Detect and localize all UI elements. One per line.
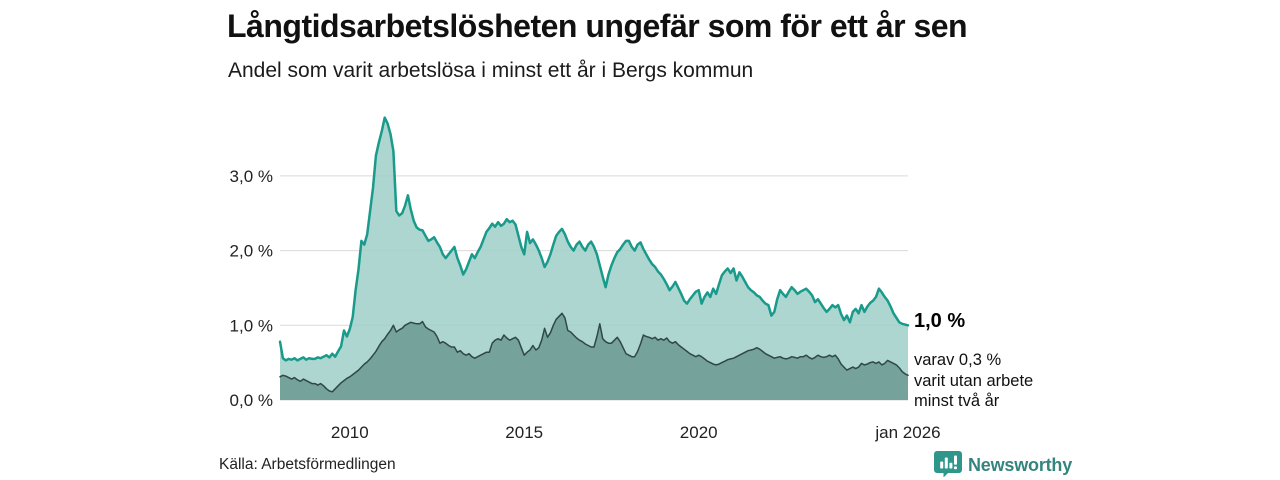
page-title: Långtidsarbetslösheten ungefär som för e…: [227, 8, 968, 44]
sub-annotation-line-1: varav 0,3 %: [914, 351, 1002, 369]
x-axis-tick-label: 2015: [505, 423, 543, 442]
y-axis-tick-label: 3,0 %: [230, 167, 273, 186]
x-axis-tick-label: 2010: [331, 423, 369, 442]
x-axis-tick-label: 2020: [680, 423, 718, 442]
newsworthy-logo[interactable]: Newsworthy: [934, 449, 1072, 480]
newsworthy-wordmark: Newsworthy: [968, 455, 1073, 475]
y-axis-tick-label: 2,0 %: [230, 242, 273, 261]
series-end-value-label: 1,0 %: [914, 310, 966, 332]
newsworthy-logo-icon: [934, 449, 962, 480]
area-utan-arbete-minst-tva-ar: [280, 313, 908, 400]
area-arbetslosa-minst-ett-ar: [280, 117, 908, 400]
sub-series-annotation: varav 0,3 % varit utan arbete minst två …: [914, 350, 1033, 412]
sub-annotation-line-3: minst två år: [914, 392, 1000, 410]
x-axis-tick-label: jan 2026: [874, 423, 940, 442]
line-arbetslosa-minst-ett-ar: [278, 116, 910, 362]
line-utan-arbete-minst-tva-ar: [279, 312, 909, 393]
sub-annotation-line-2: varit utan arbete: [914, 371, 1034, 390]
page-subtitle: Andel som varit arbetslösa i minst ett å…: [228, 59, 754, 82]
y-axis-tick-label: 0,0 %: [230, 391, 273, 410]
source-attribution: Källa: Arbetsförmedlingen: [219, 456, 396, 473]
y-axis-tick-label: 1,0 %: [230, 316, 273, 335]
